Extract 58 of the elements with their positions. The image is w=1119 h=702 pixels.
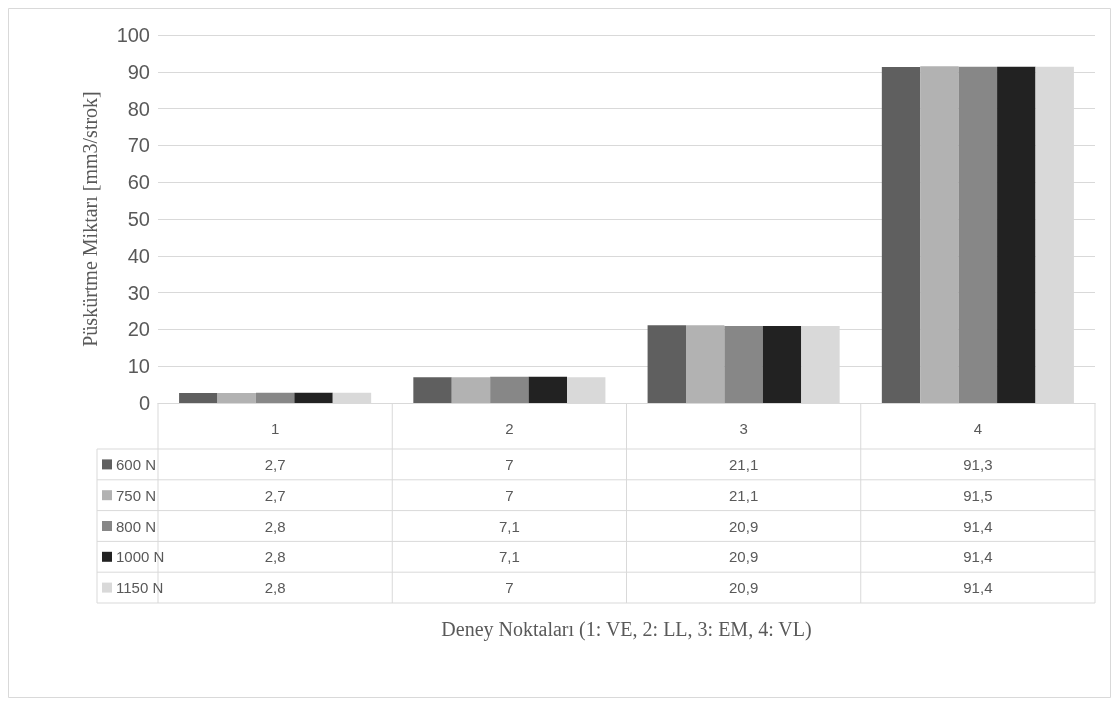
data-label: 20,9 bbox=[729, 517, 759, 535]
x-tick-label: 3 bbox=[739, 420, 748, 437]
data-label: 2,8 bbox=[264, 579, 286, 597]
y-tick-label: 100 bbox=[116, 24, 150, 46]
bar bbox=[647, 325, 686, 403]
bar bbox=[179, 393, 218, 403]
data-label: 91,5 bbox=[963, 486, 993, 504]
y-tick-label: 20 bbox=[127, 318, 150, 341]
data-label: 2,7 bbox=[264, 455, 286, 473]
bar bbox=[490, 376, 529, 403]
data-label: 21,1 bbox=[729, 486, 759, 504]
y-tick-label: 30 bbox=[127, 281, 150, 304]
data-label: 2,7 bbox=[264, 486, 286, 504]
bar bbox=[958, 66, 998, 403]
x-tick-label: 1 bbox=[270, 420, 280, 437]
y-tick-label: 70 bbox=[127, 134, 150, 157]
data-label: 7 bbox=[505, 455, 514, 473]
bar bbox=[686, 325, 725, 403]
y-tick-label: 90 bbox=[127, 60, 150, 83]
x-tick-label: 2 bbox=[505, 420, 514, 437]
bar bbox=[881, 67, 921, 403]
data-label: 91,4 bbox=[963, 579, 993, 597]
y-tick-label: 40 bbox=[127, 244, 150, 267]
x-tick-label: 4 bbox=[973, 420, 983, 437]
data-label: 21,1 bbox=[729, 455, 759, 473]
y-tick-label: 50 bbox=[127, 208, 150, 230]
bar bbox=[413, 377, 452, 403]
data-label: 91,4 bbox=[963, 517, 993, 535]
data-label: 20,9 bbox=[729, 548, 759, 566]
data-label: 7 bbox=[505, 486, 514, 504]
legend-label: 1000 N bbox=[116, 548, 165, 566]
bar bbox=[762, 326, 802, 403]
bar bbox=[724, 326, 763, 403]
y-tick-label: 60 bbox=[127, 171, 150, 194]
data-label: 7 bbox=[505, 579, 514, 597]
data-label: 7,1 bbox=[498, 548, 520, 566]
data-label: 7,1 bbox=[498, 517, 520, 535]
bar bbox=[217, 393, 256, 403]
y-tick-label: 0 bbox=[138, 392, 150, 414]
y-tick-label: 10 bbox=[127, 355, 150, 378]
bar bbox=[451, 377, 491, 403]
legend-label: 600 N bbox=[116, 455, 157, 473]
bar bbox=[997, 66, 1036, 403]
bar bbox=[920, 66, 959, 403]
legend-label: 800 N bbox=[116, 517, 157, 535]
bar bbox=[528, 376, 567, 403]
bar bbox=[255, 392, 295, 403]
bar bbox=[294, 392, 333, 403]
y-tick-label: 80 bbox=[127, 97, 150, 120]
data-label: 91,4 bbox=[963, 548, 993, 566]
data-label: 2,8 bbox=[264, 548, 286, 566]
data-label: 20,9 bbox=[729, 579, 759, 597]
text: Deney Noktaları (1: VE, 2: LL, 3: EM, 4: VL) bbox=[441, 618, 812, 641]
legend-label: 1150 N bbox=[116, 579, 164, 597]
legend-label: 750 N bbox=[116, 486, 157, 504]
data-label: 2,8 bbox=[264, 517, 286, 535]
data-label: 91,3 bbox=[963, 455, 993, 473]
y-axis-title: Püskürtme Miktarı [mm3/strok] bbox=[79, 91, 101, 347]
